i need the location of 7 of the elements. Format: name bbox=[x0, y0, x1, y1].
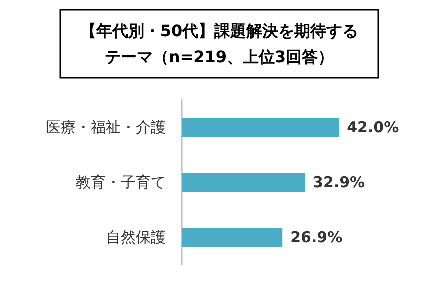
data-label: 32.9% bbox=[313, 174, 366, 192]
y-tick-label: 自然保護 bbox=[106, 228, 166, 246]
data-label: 42.0% bbox=[347, 118, 400, 136]
y-tick-label: 医療・福祉・介護 bbox=[46, 118, 166, 136]
y-tick-label: 教育・子育て bbox=[76, 174, 166, 192]
chart-title: 【年代別・50代】課題解決を期待するテーマ（n=219、上位3回答） bbox=[80, 22, 359, 66]
data-label: 26.9% bbox=[290, 228, 343, 246]
